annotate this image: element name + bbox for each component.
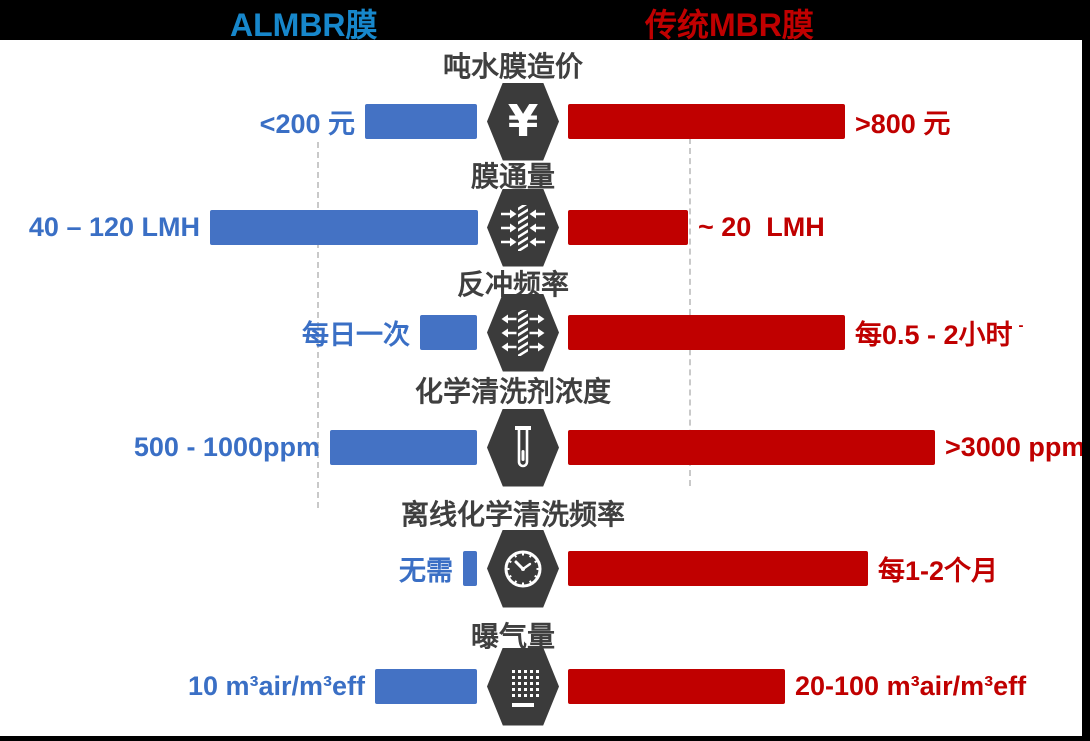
legend-traditional-label: 传统MBR膜 (645, 7, 814, 43)
category-title: 膜通量 (470, 161, 556, 192)
almbr-value-label: 无需 (399, 556, 453, 586)
traditional-value-text: 每1-2个月 (878, 556, 999, 586)
clock-icon (487, 529, 559, 608)
traditional-value-label: >3000 ppm (945, 430, 1082, 465)
traditional-value-label: ~ 20 LMH (698, 210, 825, 245)
almbr-bar (330, 430, 477, 465)
almbr-value-label: <200 元 (259, 109, 355, 139)
traditional-bar (568, 430, 935, 465)
almbr-bar (420, 315, 477, 350)
almbr-bar (375, 669, 477, 704)
traditional-value-label: 每0.5 - 2小时 - (855, 315, 1024, 350)
almbr-value-label: 10 m³air/m³eff (187, 671, 365, 701)
aeration-icon (487, 647, 559, 726)
traditional-bar (568, 210, 688, 245)
almbr-value-label: 40 – 120 LMH (28, 212, 200, 242)
traditional-value-text: >3000 ppm (945, 432, 1082, 462)
traditional-bar (568, 551, 868, 586)
legend-almbr-label: ALMBR膜 (230, 7, 378, 43)
traditional-value-text: 20-100 m³air/m³eff (795, 671, 1027, 701)
almbr-bar (463, 551, 477, 586)
bottom-border-strip (0, 736, 1090, 741)
traditional-value-text: 每0.5 - 2小时 (855, 320, 1013, 350)
category-title: 曝气量 (470, 621, 556, 652)
almbr-value-label: 500 - 1000ppm (133, 432, 320, 462)
category-title: 离线化学清洗频率 (400, 499, 626, 530)
traditional-value-label: 每1-2个月 (878, 551, 998, 586)
membrane-flux-icon (487, 188, 559, 267)
dashed-gridline-right (689, 138, 691, 486)
dashed-gridline-left (317, 142, 319, 508)
category-title: 吨水膜造价 (442, 51, 584, 82)
test-tube-icon (487, 408, 559, 487)
traditional-bar (568, 669, 785, 704)
yuan-icon: ¥ (487, 82, 559, 161)
backwash-icon (487, 293, 559, 372)
traditional-bar (568, 104, 845, 139)
traditional-value-label: >800 元 (855, 104, 950, 139)
traditional-value-text: >800 元 (855, 109, 951, 139)
traditional-bar (568, 315, 845, 350)
top-letterbox-band (0, 0, 1090, 40)
almbr-bar (365, 104, 477, 139)
traditional-value-text: ~ 20 LMH (698, 212, 825, 242)
traditional-value-label: 20-100 m³air/m³eff (795, 669, 1026, 704)
category-title: 化学清洗剂浓度 (414, 376, 612, 407)
label-trailing-mark: - (1018, 317, 1024, 334)
right-border-strip (1082, 0, 1090, 736)
almbr-bar (210, 210, 478, 245)
almbr-value-label: 每日一次 (302, 320, 410, 350)
